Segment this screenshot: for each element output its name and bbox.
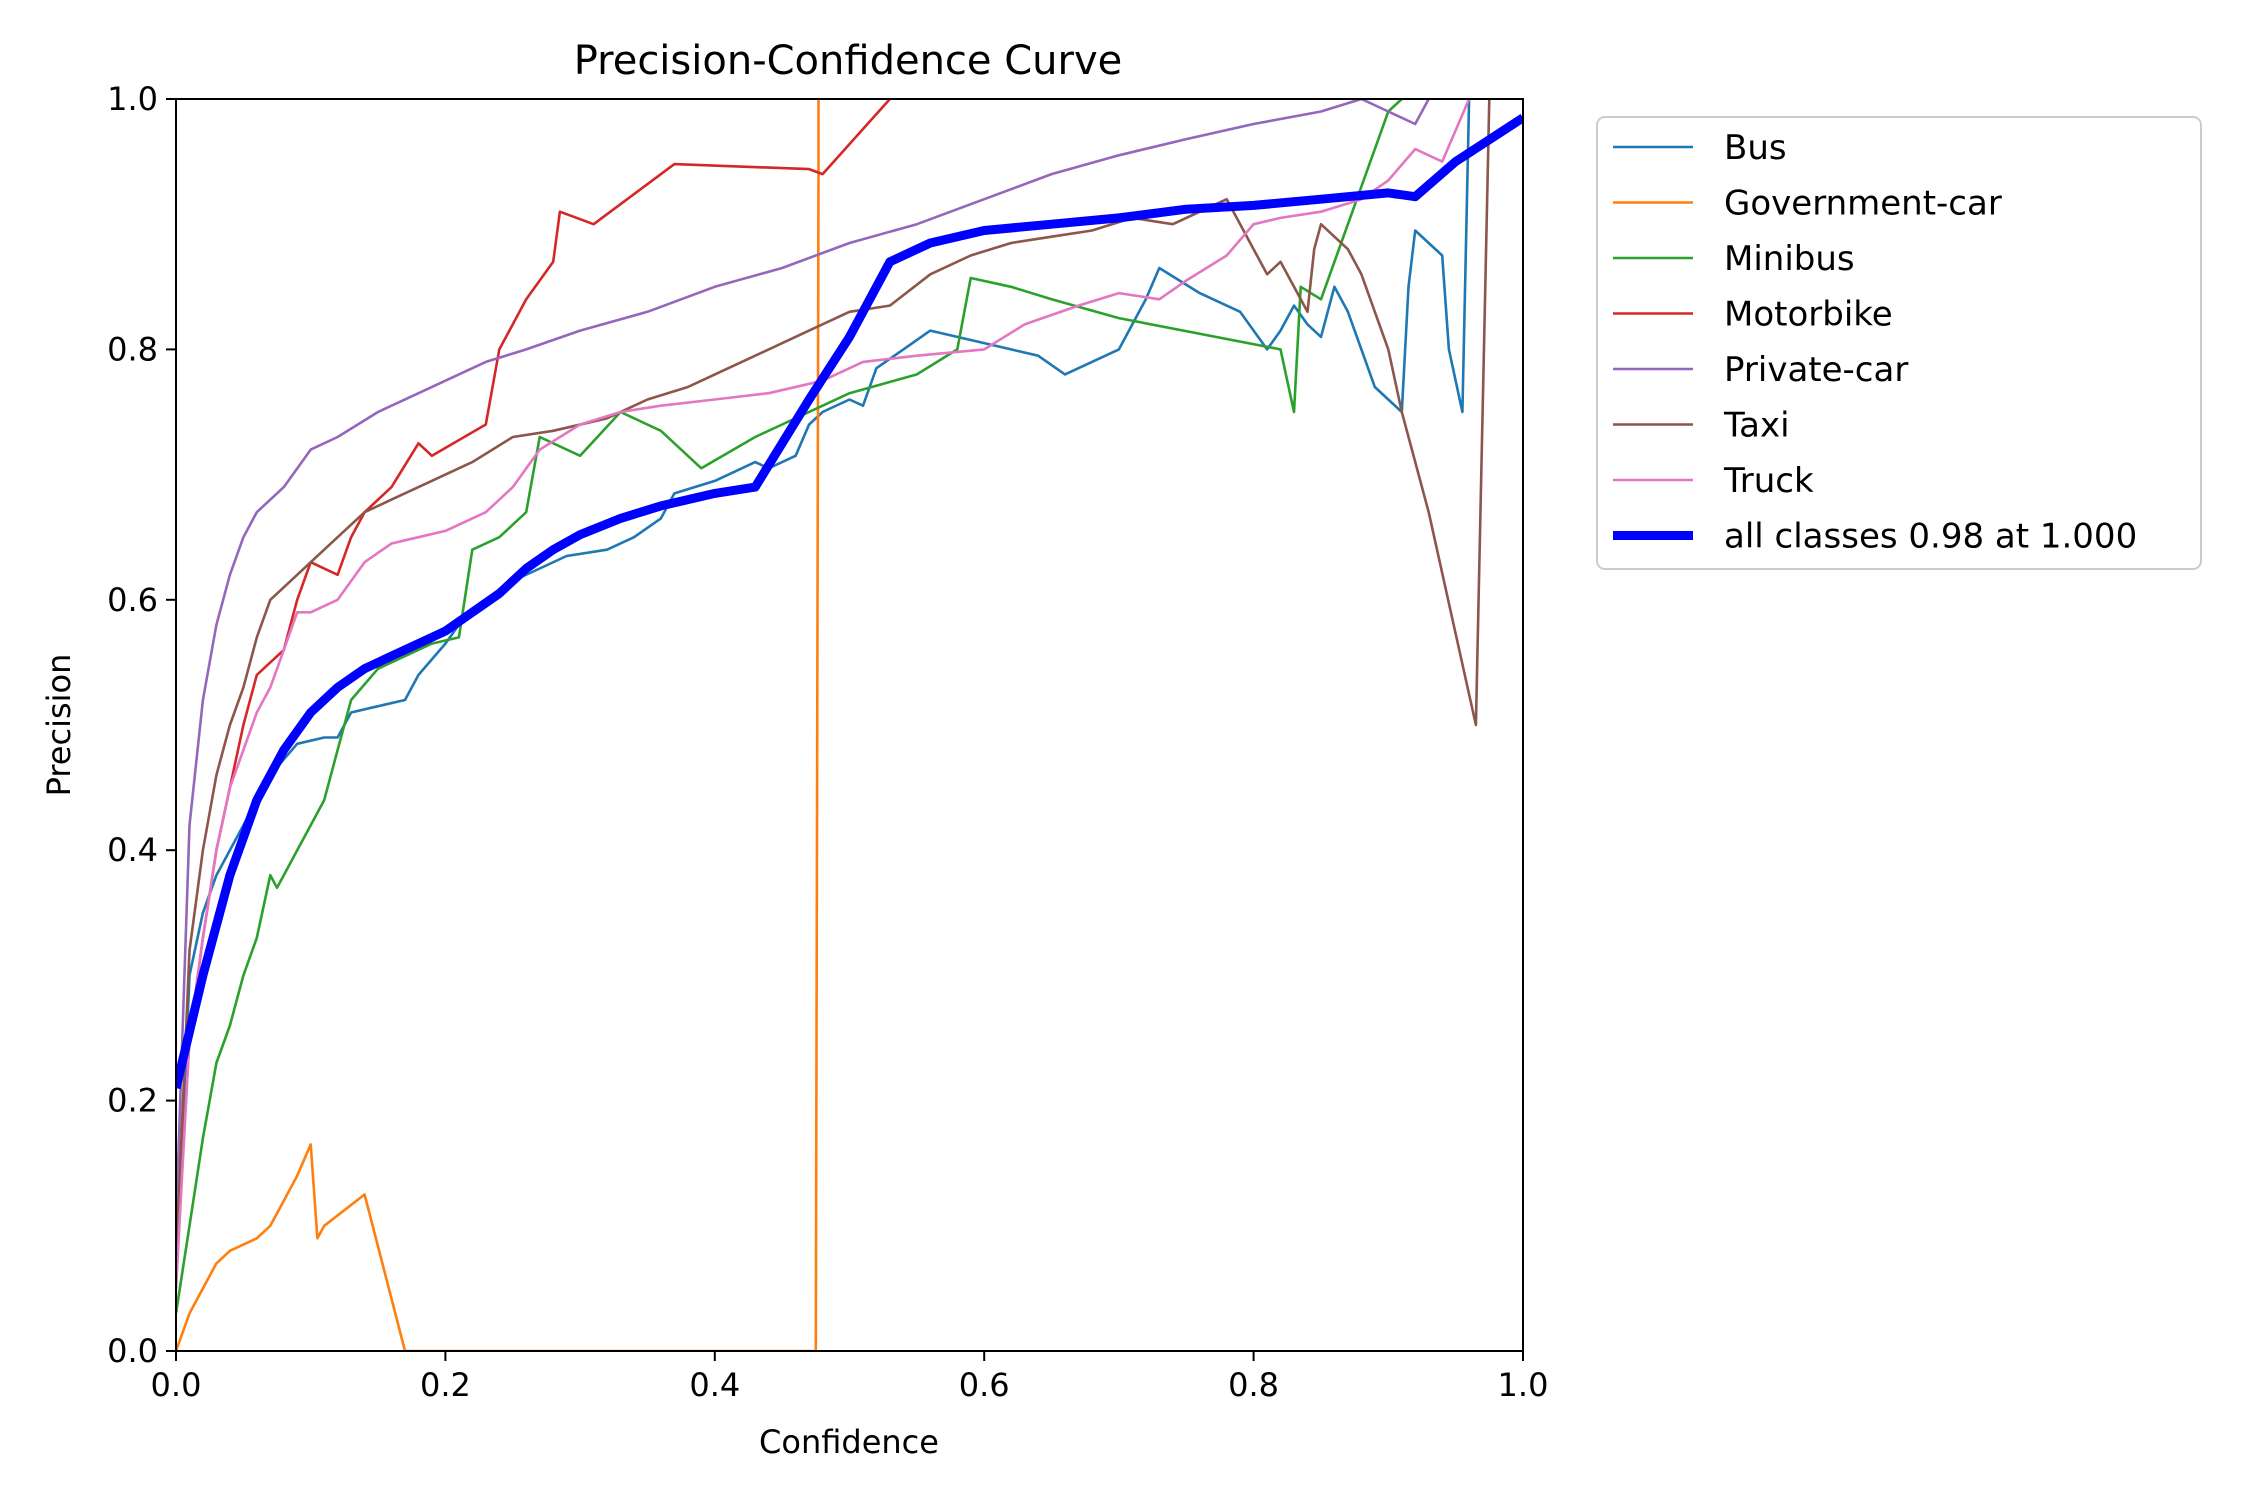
- x-axis-ticks: 0.0 0.2 0.4 0.6 0.8 1.0: [151, 1351, 1549, 1404]
- y-axis-ticks: 0.0 0.2 0.4 0.6 0.8 1.0: [107, 80, 176, 1370]
- series-line-government-car: [176, 99, 820, 1351]
- x-tick-label: 0.6: [959, 1366, 1010, 1404]
- series-line-private-car: [176, 99, 1430, 1226]
- y-tick-label: 1.0: [107, 80, 158, 118]
- x-tick-label: 0.8: [1228, 1366, 1279, 1404]
- legend-label-private-car: Private-car: [1724, 350, 1908, 390]
- x-axis-label: Confidence: [759, 1423, 939, 1461]
- series-line-motorbike: [176, 99, 891, 1276]
- series-line-truck: [176, 99, 1471, 1289]
- legend-label-government-car: Government-car: [1724, 184, 2002, 224]
- legend-label-all-classes-0-98-at-1-000: all classes 0.98 at 1.000: [1724, 517, 2137, 557]
- x-tick-label: 1.0: [1498, 1366, 1549, 1404]
- legend: Bus Government-car Minibus Motorbike Private…: [1596, 116, 2202, 570]
- series-line-taxi: [176, 99, 1491, 1264]
- y-tick-label: 0.6: [107, 581, 158, 619]
- x-tick-label: 0.0: [151, 1366, 202, 1404]
- series-line-all-classes-0-98-at-1-000: [176, 114, 1523, 1090]
- y-tick-label: 0.4: [107, 831, 158, 869]
- legend-label-bus: Bus: [1724, 128, 1787, 168]
- legend-label-truck: Truck: [1723, 461, 1814, 501]
- y-tick-label: 0.2: [107, 1082, 158, 1120]
- y-axis-label: Precision: [40, 654, 78, 797]
- legend-label-motorbike: Motorbike: [1724, 295, 1893, 335]
- y-tick-label: 0.8: [107, 330, 158, 368]
- legend-frame: [1596, 116, 2202, 570]
- plot-area-frame: [175, 98, 1524, 1352]
- x-tick-label: 0.4: [689, 1366, 740, 1404]
- x-tick-label: 0.2: [420, 1366, 471, 1404]
- legend-label-minibus: Minibus: [1724, 239, 1855, 279]
- legend-label-taxi: Taxi: [1723, 406, 1790, 446]
- chart-title: Precision-Confidence Curve: [574, 38, 1123, 84]
- y-tick-label: 0.0: [107, 1332, 158, 1370]
- series-line-bus: [176, 99, 1471, 1289]
- series-lines: [176, 99, 1523, 1351]
- series-line-minibus: [176, 99, 1403, 1314]
